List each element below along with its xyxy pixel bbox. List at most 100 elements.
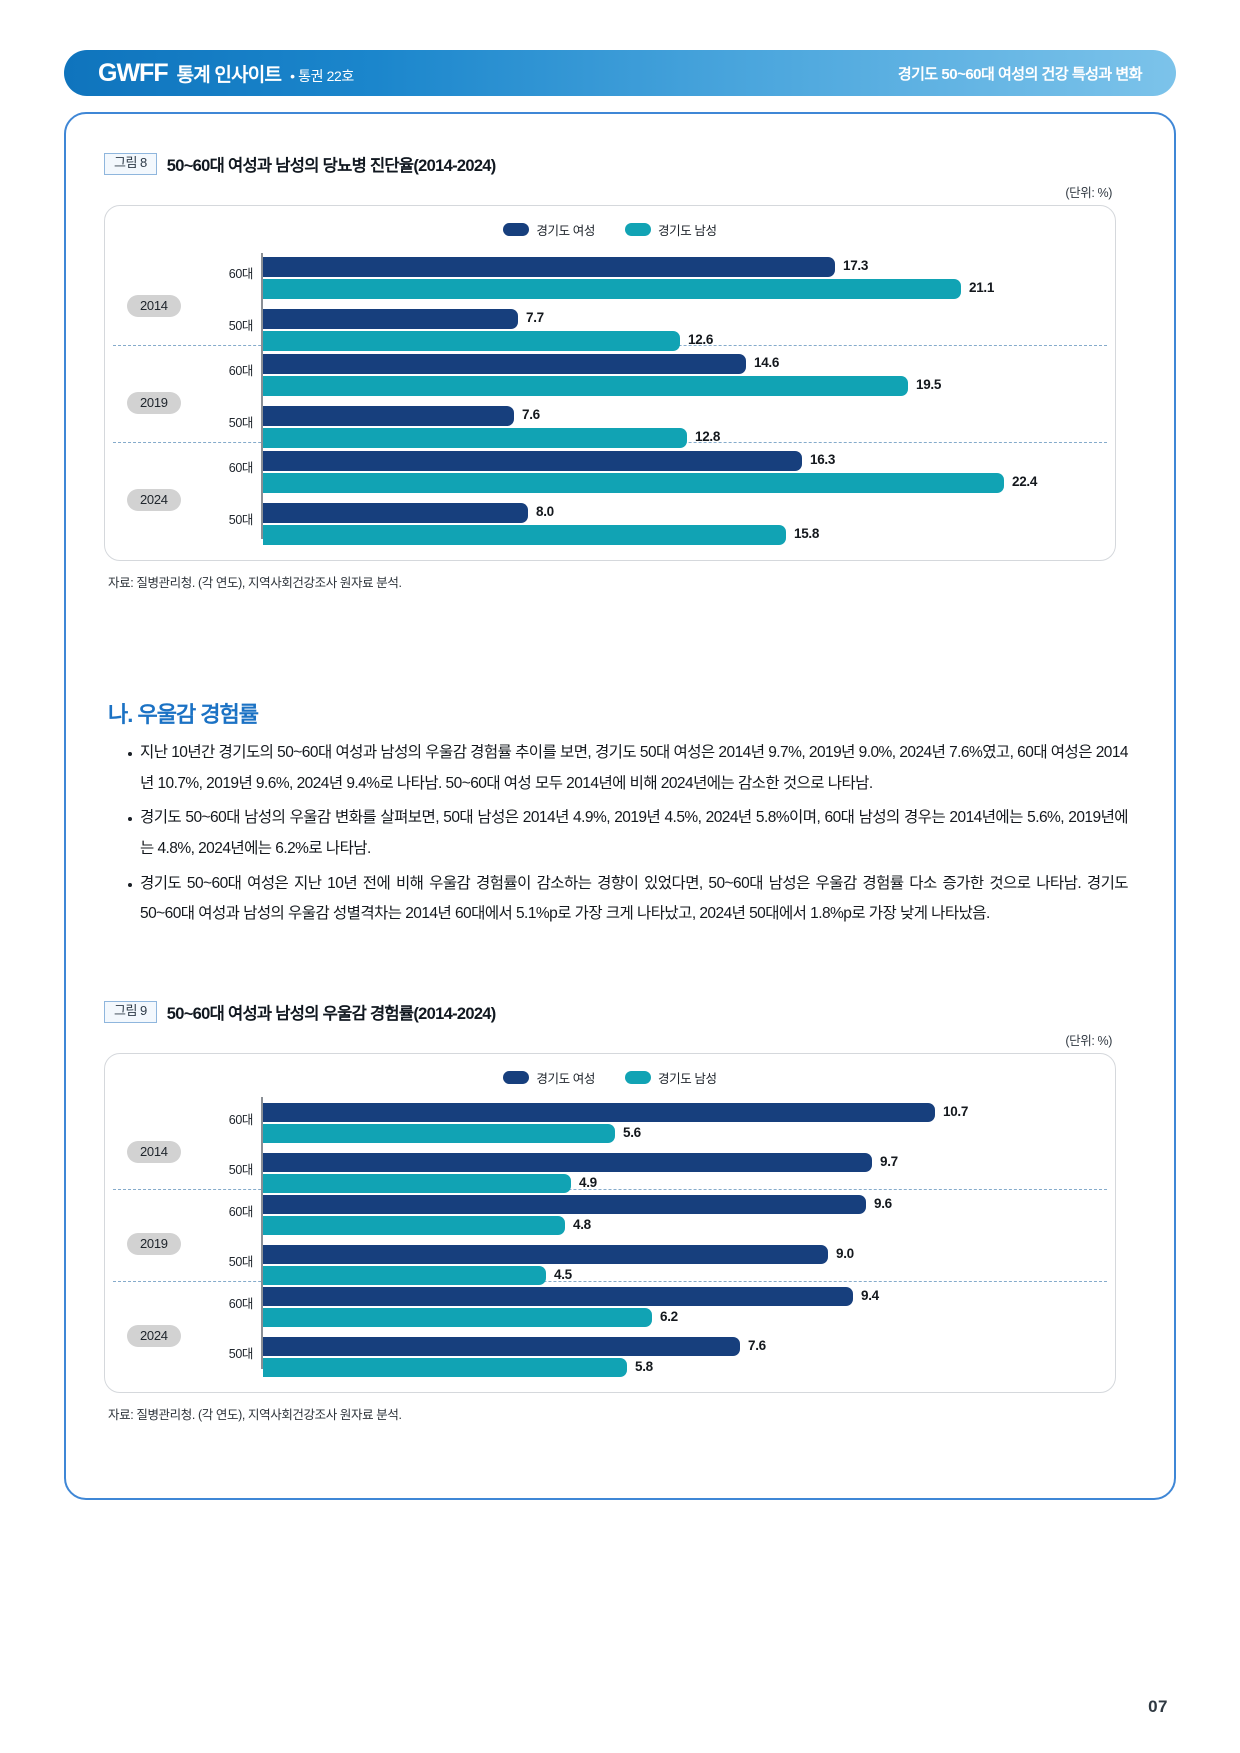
bullet-text-3: 경기도 50~60대 여성은 지난 10년 전에 비해 우울감 경험률이 감소하… bbox=[140, 874, 1129, 923]
legend-item-male: 경기도 남성 bbox=[625, 220, 717, 239]
figure-9-bar-2019-60-male bbox=[263, 1216, 565, 1235]
list-item: 지난 10년간 경기도의 50~60대 여성과 남성의 우울감 경험률 추이를 … bbox=[128, 738, 1129, 799]
figure-9-bar-2014-60-male bbox=[263, 1124, 615, 1143]
figure-9-bar-2019-50-female bbox=[263, 1245, 828, 1264]
figure-8-bar-2014-60-female bbox=[263, 257, 835, 277]
legend-label-female: 경기도 여성 bbox=[536, 224, 595, 238]
figure-8-title: 50~60대 여성과 남성의 당뇨병 진단율(2014-2024) bbox=[166, 157, 497, 175]
legend-item-female: 경기도 여성 bbox=[503, 1068, 595, 1087]
figure-8-bar-2024-50-male bbox=[263, 525, 786, 545]
brand-issue-number: • 통권 22호 bbox=[290, 67, 354, 84]
figure-9-tag: 그림 9 bbox=[104, 1001, 157, 1023]
figure-9-value-2014-50-male: 4.9 bbox=[579, 1175, 597, 1190]
figure-9-title: 50~60대 여성과 남성의 우울감 경험률(2014-2024) bbox=[166, 1005, 497, 1023]
figure-8-year-pill-2014: 2014 bbox=[127, 295, 181, 317]
figure-9-bar-2024-50-female bbox=[263, 1337, 740, 1356]
brand-logo-text: GWFF bbox=[98, 58, 169, 87]
figure-9-bar-2024-50-male bbox=[263, 1358, 627, 1377]
bullet-dot-icon bbox=[128, 882, 132, 887]
bullet-text-2: 경기도 50~60대 남성의 우울감 변화를 살펴보면, 50대 남성은 201… bbox=[140, 809, 1129, 858]
legend-item-male: 경기도 남성 bbox=[625, 1068, 717, 1087]
figure-8-bar-2014-50-male bbox=[263, 331, 680, 351]
figure-8-tag: 그림 8 bbox=[104, 153, 157, 175]
figure-8-value-2024-60-male: 22.4 bbox=[1012, 474, 1038, 489]
figure-8-value-2024-50-male: 15.8 bbox=[794, 526, 820, 541]
figure-8-year-pill-2024: 2024 bbox=[127, 489, 181, 511]
figure-9-header: 그림 9 50~60대 여성과 남성의 우울감 경험률(2014-2024) bbox=[104, 1000, 1116, 1024]
figure-9-value-2019-50-female: 9.0 bbox=[836, 1246, 854, 1261]
figure-8-value-2019-60-female: 14.6 bbox=[754, 355, 780, 370]
header-report-title: 경기도 50~60대 여성의 건강 특성과 변화 bbox=[897, 65, 1143, 83]
figure-8-chart-frame: 경기도 여성 경기도 남성 2014 60대 17.3 21.1 50대 7.7 bbox=[104, 205, 1116, 561]
list-item: 경기도 50~60대 여성은 지난 10년 전에 비해 우울감 경험률이 감소하… bbox=[128, 869, 1129, 930]
figure-9-plot: 2014 60대 10.7 5.6 50대 9.7 4.9 2019 60대 9… bbox=[105, 1087, 1115, 1381]
legend-label-male: 경기도 남성 bbox=[658, 1072, 717, 1086]
figure-8-bar-2024-50-female bbox=[263, 503, 528, 523]
section-heading-depression: 나. 우울감 경험률 bbox=[108, 702, 259, 727]
bullet-text-1: 지난 10년간 경기도의 50~60대 여성과 남성의 우울감 경험률 추이를 … bbox=[140, 744, 1129, 792]
figure-9-year-pill-2024: 2024 bbox=[127, 1325, 181, 1347]
figure-8-value-2014-60-male: 21.1 bbox=[969, 280, 995, 295]
figure-8-value-2014-50-male: 12.6 bbox=[688, 332, 714, 347]
brand-title: 통계 인사이트 bbox=[176, 64, 282, 86]
figure-8-value-2019-50-female: 7.6 bbox=[522, 407, 540, 422]
figure-8-block: 그림 8 50~60대 여성과 남성의 당뇨병 진단율(2014-2024) (… bbox=[104, 152, 1116, 591]
figure-8-legend: 경기도 여성 경기도 남성 bbox=[105, 206, 1115, 239]
figure-9-chart-frame: 경기도 여성 경기도 남성 2014 60대 10.7 5.6 50대 9.7 … bbox=[104, 1053, 1116, 1393]
figure-9-value-2019-50-male: 4.5 bbox=[554, 1267, 572, 1282]
figure-9-value-2014-60-male: 5.6 bbox=[623, 1125, 641, 1140]
figure-8-bar-2019-60-female bbox=[263, 354, 746, 374]
figure-9-bar-2024-60-female bbox=[263, 1287, 853, 1306]
figure-9-legend: 경기도 여성 경기도 남성 bbox=[105, 1054, 1115, 1087]
legend-swatch-female-icon bbox=[503, 223, 530, 236]
figure-8-bar-2014-60-male bbox=[263, 279, 961, 299]
figure-8-bar-2014-50-female bbox=[263, 309, 518, 329]
figure-9-age-label-2024-60: 60대 bbox=[228, 1297, 254, 1311]
figure-8-axis bbox=[261, 253, 263, 539]
brand-block: GWFF 통계 인사이트 • 통권 22호 bbox=[98, 59, 354, 88]
figure-8-source: 자료: 질병관리청. (각 연도), 지역사회건강조사 원자료 분석. bbox=[108, 576, 402, 590]
figure-9-separator-1 bbox=[113, 1189, 1107, 1190]
figure-8-age-label-2014-50: 50대 bbox=[228, 319, 254, 333]
figure-9-block: 그림 9 50~60대 여성과 남성의 우울감 경험률(2014-2024) (… bbox=[104, 1000, 1116, 1423]
figure-8-unit: (단위: %) bbox=[1065, 186, 1112, 200]
figure-9-axis bbox=[261, 1097, 263, 1369]
figure-9-age-label-2024-50: 50대 bbox=[228, 1347, 254, 1361]
page-number: 07 bbox=[1148, 1697, 1168, 1716]
figure-8-bar-2019-60-male bbox=[263, 376, 908, 396]
figure-9-value-2024-60-female: 9.4 bbox=[861, 1288, 879, 1303]
figure-8-age-label-2024-50: 50대 bbox=[228, 513, 254, 527]
figure-9-separator-2 bbox=[113, 1281, 1107, 1282]
figure-8-value-2014-50-female: 7.7 bbox=[526, 310, 544, 325]
figure-8-plot: 2014 60대 17.3 21.1 50대 7.7 12.6 2019 60대… bbox=[105, 239, 1115, 549]
legend-swatch-male-icon bbox=[625, 1071, 651, 1084]
legend-label-female: 경기도 여성 bbox=[536, 1072, 595, 1086]
list-item: 경기도 50~60대 남성의 우울감 변화를 살펴보면, 50대 남성은 201… bbox=[128, 803, 1129, 864]
figure-9-value-2024-60-male: 6.2 bbox=[660, 1309, 678, 1324]
figure-8-value-2024-50-female: 8.0 bbox=[536, 504, 554, 519]
figure-9-bar-2014-50-female bbox=[263, 1153, 872, 1172]
figure-9-unit: (단위: %) bbox=[1065, 1034, 1112, 1048]
figure-9-age-label-2014-60: 60대 bbox=[228, 1113, 254, 1127]
figure-9-value-2019-60-female: 9.6 bbox=[874, 1196, 892, 1211]
bullet-dot-icon bbox=[128, 752, 132, 756]
figure-9-value-2024-50-female: 7.6 bbox=[748, 1338, 766, 1353]
figure-8-bar-2024-60-male bbox=[263, 473, 1004, 493]
figure-8-value-2014-60-female: 17.3 bbox=[843, 258, 869, 273]
figure-9-value-2019-60-male: 4.8 bbox=[573, 1217, 591, 1232]
figure-9-bar-2024-60-male bbox=[263, 1308, 652, 1327]
figure-9-year-pill-2019: 2019 bbox=[127, 1233, 181, 1255]
legend-item-female: 경기도 여성 bbox=[503, 220, 595, 239]
figure-8-bar-2024-60-female bbox=[263, 451, 802, 471]
figure-9-age-label-2014-50: 50대 bbox=[228, 1163, 254, 1177]
figure-9-value-2014-60-female: 10.7 bbox=[943, 1104, 969, 1119]
figure-8-age-label-2014-60: 60대 bbox=[228, 267, 254, 281]
figure-9-bar-2019-50-male bbox=[263, 1266, 546, 1285]
figure-9-age-label-2019-50: 50대 bbox=[228, 1255, 254, 1269]
figure-9-bar-2014-50-male bbox=[263, 1174, 571, 1193]
legend-swatch-male-icon bbox=[625, 223, 651, 236]
section-body-list: 지난 10년간 경기도의 50~60대 여성과 남성의 우울감 경험률 추이를 … bbox=[128, 738, 1129, 934]
figure-8-value-2019-60-male: 19.5 bbox=[916, 377, 942, 392]
figure-8-year-pill-2019: 2019 bbox=[127, 392, 181, 414]
figure-9-bar-2014-60-female bbox=[263, 1103, 935, 1122]
